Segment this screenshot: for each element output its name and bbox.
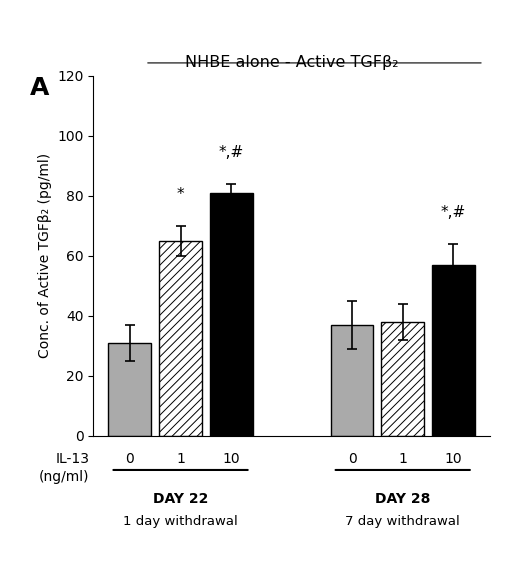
Bar bbox=[109, 343, 152, 436]
Bar bbox=[210, 193, 252, 436]
Text: 0: 0 bbox=[347, 452, 357, 466]
Text: DAY 28: DAY 28 bbox=[375, 492, 430, 505]
Text: DAY 22: DAY 22 bbox=[153, 492, 208, 505]
Text: 1 day withdrawal: 1 day withdrawal bbox=[123, 515, 238, 528]
Text: 7 day withdrawal: 7 day withdrawal bbox=[345, 515, 460, 528]
Text: 10: 10 bbox=[222, 452, 240, 466]
Text: *: * bbox=[177, 187, 184, 202]
Text: IL-13: IL-13 bbox=[56, 452, 89, 466]
Text: 0: 0 bbox=[126, 452, 134, 466]
Text: *,#: *,# bbox=[441, 205, 466, 220]
Text: A: A bbox=[30, 76, 49, 99]
Text: 10: 10 bbox=[444, 452, 462, 466]
Bar bbox=[159, 241, 202, 436]
Text: 1: 1 bbox=[176, 452, 185, 466]
Title: NHBE alone - Active TGFβ₂: NHBE alone - Active TGFβ₂ bbox=[185, 55, 398, 70]
Text: 1: 1 bbox=[398, 452, 407, 466]
Text: *,#: *,# bbox=[219, 145, 244, 160]
Text: (ng/ml): (ng/ml) bbox=[39, 470, 89, 484]
Bar bbox=[381, 322, 424, 436]
Bar bbox=[432, 265, 475, 436]
Y-axis label: Conc. of Active TGFβ₂ (pg/ml): Conc. of Active TGFβ₂ (pg/ml) bbox=[38, 153, 52, 358]
Bar bbox=[331, 325, 374, 436]
